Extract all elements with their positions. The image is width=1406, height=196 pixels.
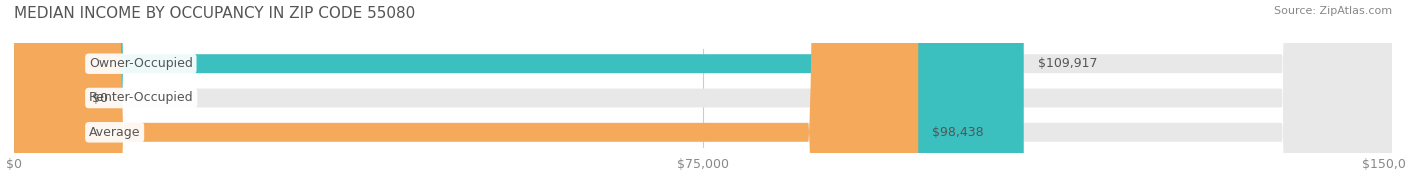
FancyBboxPatch shape bbox=[14, 0, 1392, 196]
FancyBboxPatch shape bbox=[14, 0, 1024, 196]
Text: $0: $0 bbox=[93, 92, 108, 104]
Text: MEDIAN INCOME BY OCCUPANCY IN ZIP CODE 55080: MEDIAN INCOME BY OCCUPANCY IN ZIP CODE 5… bbox=[14, 6, 415, 21]
Text: Owner-Occupied: Owner-Occupied bbox=[89, 57, 193, 70]
Text: Average: Average bbox=[89, 126, 141, 139]
FancyBboxPatch shape bbox=[14, 0, 1392, 196]
Text: Renter-Occupied: Renter-Occupied bbox=[89, 92, 194, 104]
Text: $98,438: $98,438 bbox=[932, 126, 984, 139]
FancyBboxPatch shape bbox=[14, 0, 918, 196]
FancyBboxPatch shape bbox=[14, 0, 1392, 196]
Text: $109,917: $109,917 bbox=[1038, 57, 1097, 70]
Text: Source: ZipAtlas.com: Source: ZipAtlas.com bbox=[1274, 6, 1392, 16]
